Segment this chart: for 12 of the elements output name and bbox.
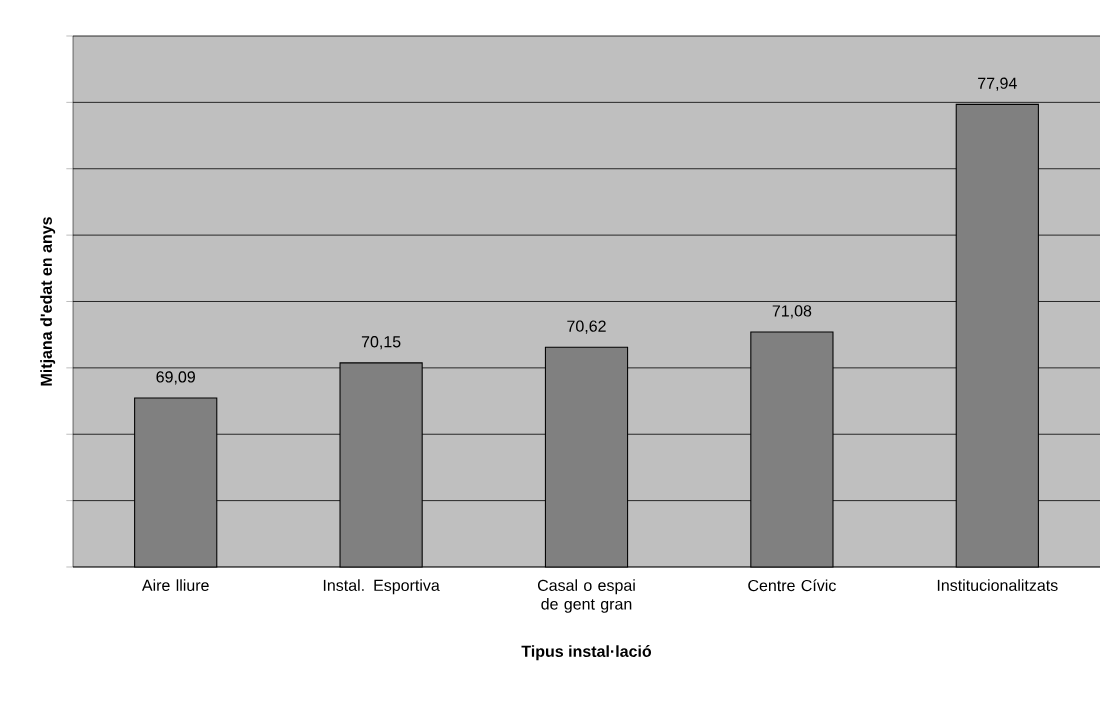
y-axis-title: Mitjana d'edat en anys: [40, 217, 56, 386]
x-tick-label: Institucionalitzats: [937, 579, 1058, 592]
x-axis-title: Tipus instal·lació: [521, 645, 652, 661]
data-label: 70,62: [567, 320, 606, 334]
x-tick-label: Centre Cívic: [748, 579, 836, 592]
data-label: 77,94: [978, 77, 1017, 91]
data-label: 69,09: [156, 371, 195, 385]
data-label: 71,08: [772, 305, 812, 319]
x-tick-label: Casal o espai de gent gran: [537, 579, 635, 613]
data-label: 70,15: [361, 336, 401, 350]
x-tick-label: Aire lliure: [141, 579, 209, 592]
x-tick-label: Instal. Esportiva: [323, 579, 440, 595]
